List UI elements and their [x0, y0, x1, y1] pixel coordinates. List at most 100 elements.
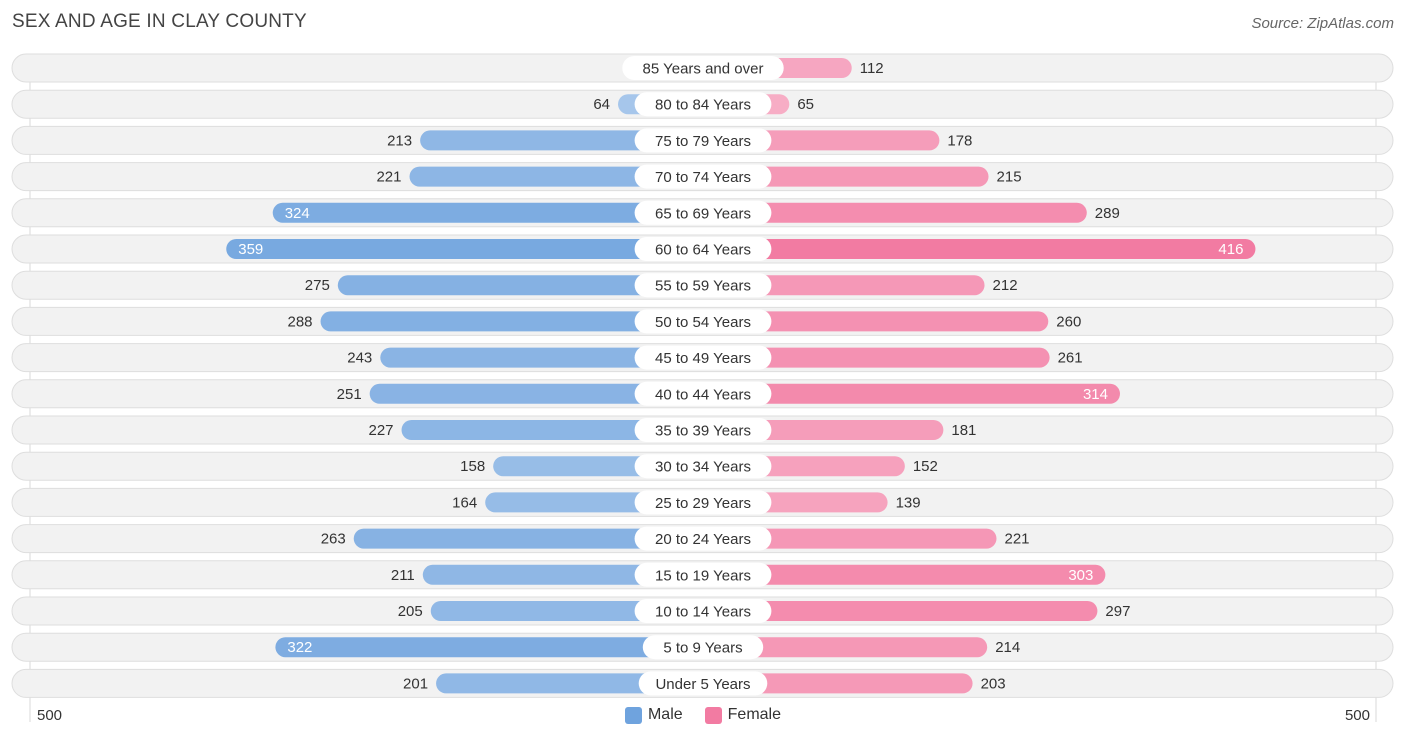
- female-bar: [703, 528, 997, 549]
- female-bar: [703, 311, 1049, 332]
- category-label-pill: [642, 635, 764, 660]
- female-bar: [703, 601, 1098, 621]
- female-value-label: 181: [951, 422, 976, 439]
- chart-legend: Male Female: [0, 706, 1406, 724]
- axis-left-tick-label: 500: [37, 707, 63, 724]
- male-value-label: 205: [398, 603, 423, 620]
- female-value-label: 260: [1056, 313, 1081, 330]
- category-label: 65 to 69 Years: [655, 205, 751, 222]
- female-value-label: 215: [997, 169, 1022, 186]
- category-label: 15 to 19 Years: [655, 567, 751, 584]
- category-label: 5 to 9 Years: [663, 640, 742, 657]
- male-bar: [369, 383, 703, 404]
- category-label: Under 5 Years: [655, 676, 750, 693]
- category-label-pill: [634, 454, 772, 479]
- male-bar: [420, 130, 703, 151]
- male-value-label: 221: [376, 169, 401, 186]
- category-label: 40 to 44 Years: [655, 386, 751, 403]
- category-label-pill: [634, 200, 772, 225]
- female-value-label: 297: [1105, 603, 1130, 620]
- category-label-pill: [634, 381, 772, 406]
- chart-source: Source: ZipAtlas.com: [1251, 15, 1394, 32]
- category-label: 25 to 29 Years: [655, 495, 751, 512]
- female-bar: [703, 673, 973, 694]
- category-label: 75 to 79 Years: [655, 133, 751, 150]
- category-label: 80 to 84 Years: [655, 97, 751, 114]
- category-label: 70 to 74 Years: [655, 169, 751, 186]
- male-value-label: 201: [403, 675, 428, 692]
- female-value-label: 152: [913, 458, 938, 475]
- category-label: 35 to 39 Years: [655, 423, 751, 440]
- category-label-pill: [634, 599, 772, 623]
- legend-item-female: Female: [704, 706, 782, 724]
- female-value-label: 261: [1058, 350, 1083, 367]
- category-label-pill: [622, 56, 784, 80]
- category-label: 30 to 34 Years: [655, 459, 751, 476]
- female-bar: [703, 637, 988, 658]
- category-label-pill: [634, 345, 772, 370]
- male-value-label: 227: [369, 422, 394, 439]
- female-value-label: 289: [1095, 205, 1120, 222]
- category-label-pill: [634, 418, 772, 442]
- female-value-label: 203: [981, 675, 1006, 692]
- male-value-label: 275: [305, 277, 330, 294]
- female-value-label: 303: [1068, 567, 1093, 584]
- category-label-pill: [634, 309, 772, 334]
- category-label: 45 to 49 Years: [655, 350, 751, 367]
- category-label-pill: [634, 128, 772, 153]
- male-value-label: 164: [452, 494, 477, 511]
- category-label: 10 to 14 Years: [655, 604, 751, 621]
- male-bar: [436, 673, 703, 694]
- male-bar: [380, 347, 703, 368]
- category-label-pill: [634, 562, 772, 587]
- female-value-label: 416: [1218, 241, 1243, 258]
- male-bar: [422, 564, 703, 585]
- legend-label-female: Female: [727, 706, 782, 723]
- female-bar: [703, 383, 1120, 404]
- category-label-pill: [634, 526, 772, 551]
- female-value-label: 178: [947, 132, 972, 149]
- category-label: 20 to 24 Years: [655, 531, 751, 548]
- female-bar: [703, 166, 989, 187]
- male-bar: [409, 166, 703, 187]
- male-bar: [337, 275, 703, 296]
- female-bar: [703, 347, 1050, 368]
- legend-label-male: Male: [647, 706, 683, 723]
- category-label-pill: [634, 237, 772, 261]
- male-value-label: 158: [460, 458, 485, 475]
- female-bar: [703, 275, 985, 296]
- category-label-pill: [634, 92, 772, 117]
- category-label: 85 Years and over: [643, 61, 764, 78]
- category-label: 55 to 59 Years: [655, 278, 751, 295]
- male-bar: [226, 239, 704, 259]
- male-value-label: 288: [288, 313, 313, 330]
- male-bar: [401, 420, 703, 440]
- female-value-label: 221: [1004, 531, 1029, 548]
- female-value-label: 139: [896, 494, 921, 511]
- legend-item-male: Male: [624, 706, 683, 724]
- female-value-label: 212: [993, 277, 1018, 294]
- female-value-label: 112: [860, 60, 884, 77]
- legend-swatch-female: [704, 706, 722, 724]
- legend-swatch-male: [624, 706, 642, 724]
- male-bar: [430, 601, 703, 621]
- category-label: 60 to 64 Years: [655, 242, 751, 259]
- female-value-label: 214: [995, 639, 1020, 656]
- category-label-pill: [638, 671, 768, 696]
- male-value-label: 324: [285, 205, 310, 222]
- male-value-label: 213: [387, 132, 412, 149]
- male-value-label: 211: [391, 567, 415, 584]
- male-value-label: 263: [321, 531, 346, 548]
- male-value-label: 251: [337, 386, 362, 403]
- male-bar: [275, 637, 703, 658]
- male-bar: [353, 528, 703, 549]
- category-label-pill: [634, 273, 772, 298]
- female-bar: [703, 239, 1256, 259]
- male-bar: [320, 311, 703, 332]
- male-bar: [272, 202, 703, 223]
- male-value-label: 322: [287, 639, 312, 656]
- category-label-pill: [634, 490, 772, 515]
- female-value-label: 314: [1083, 386, 1108, 403]
- female-bar: [703, 564, 1106, 585]
